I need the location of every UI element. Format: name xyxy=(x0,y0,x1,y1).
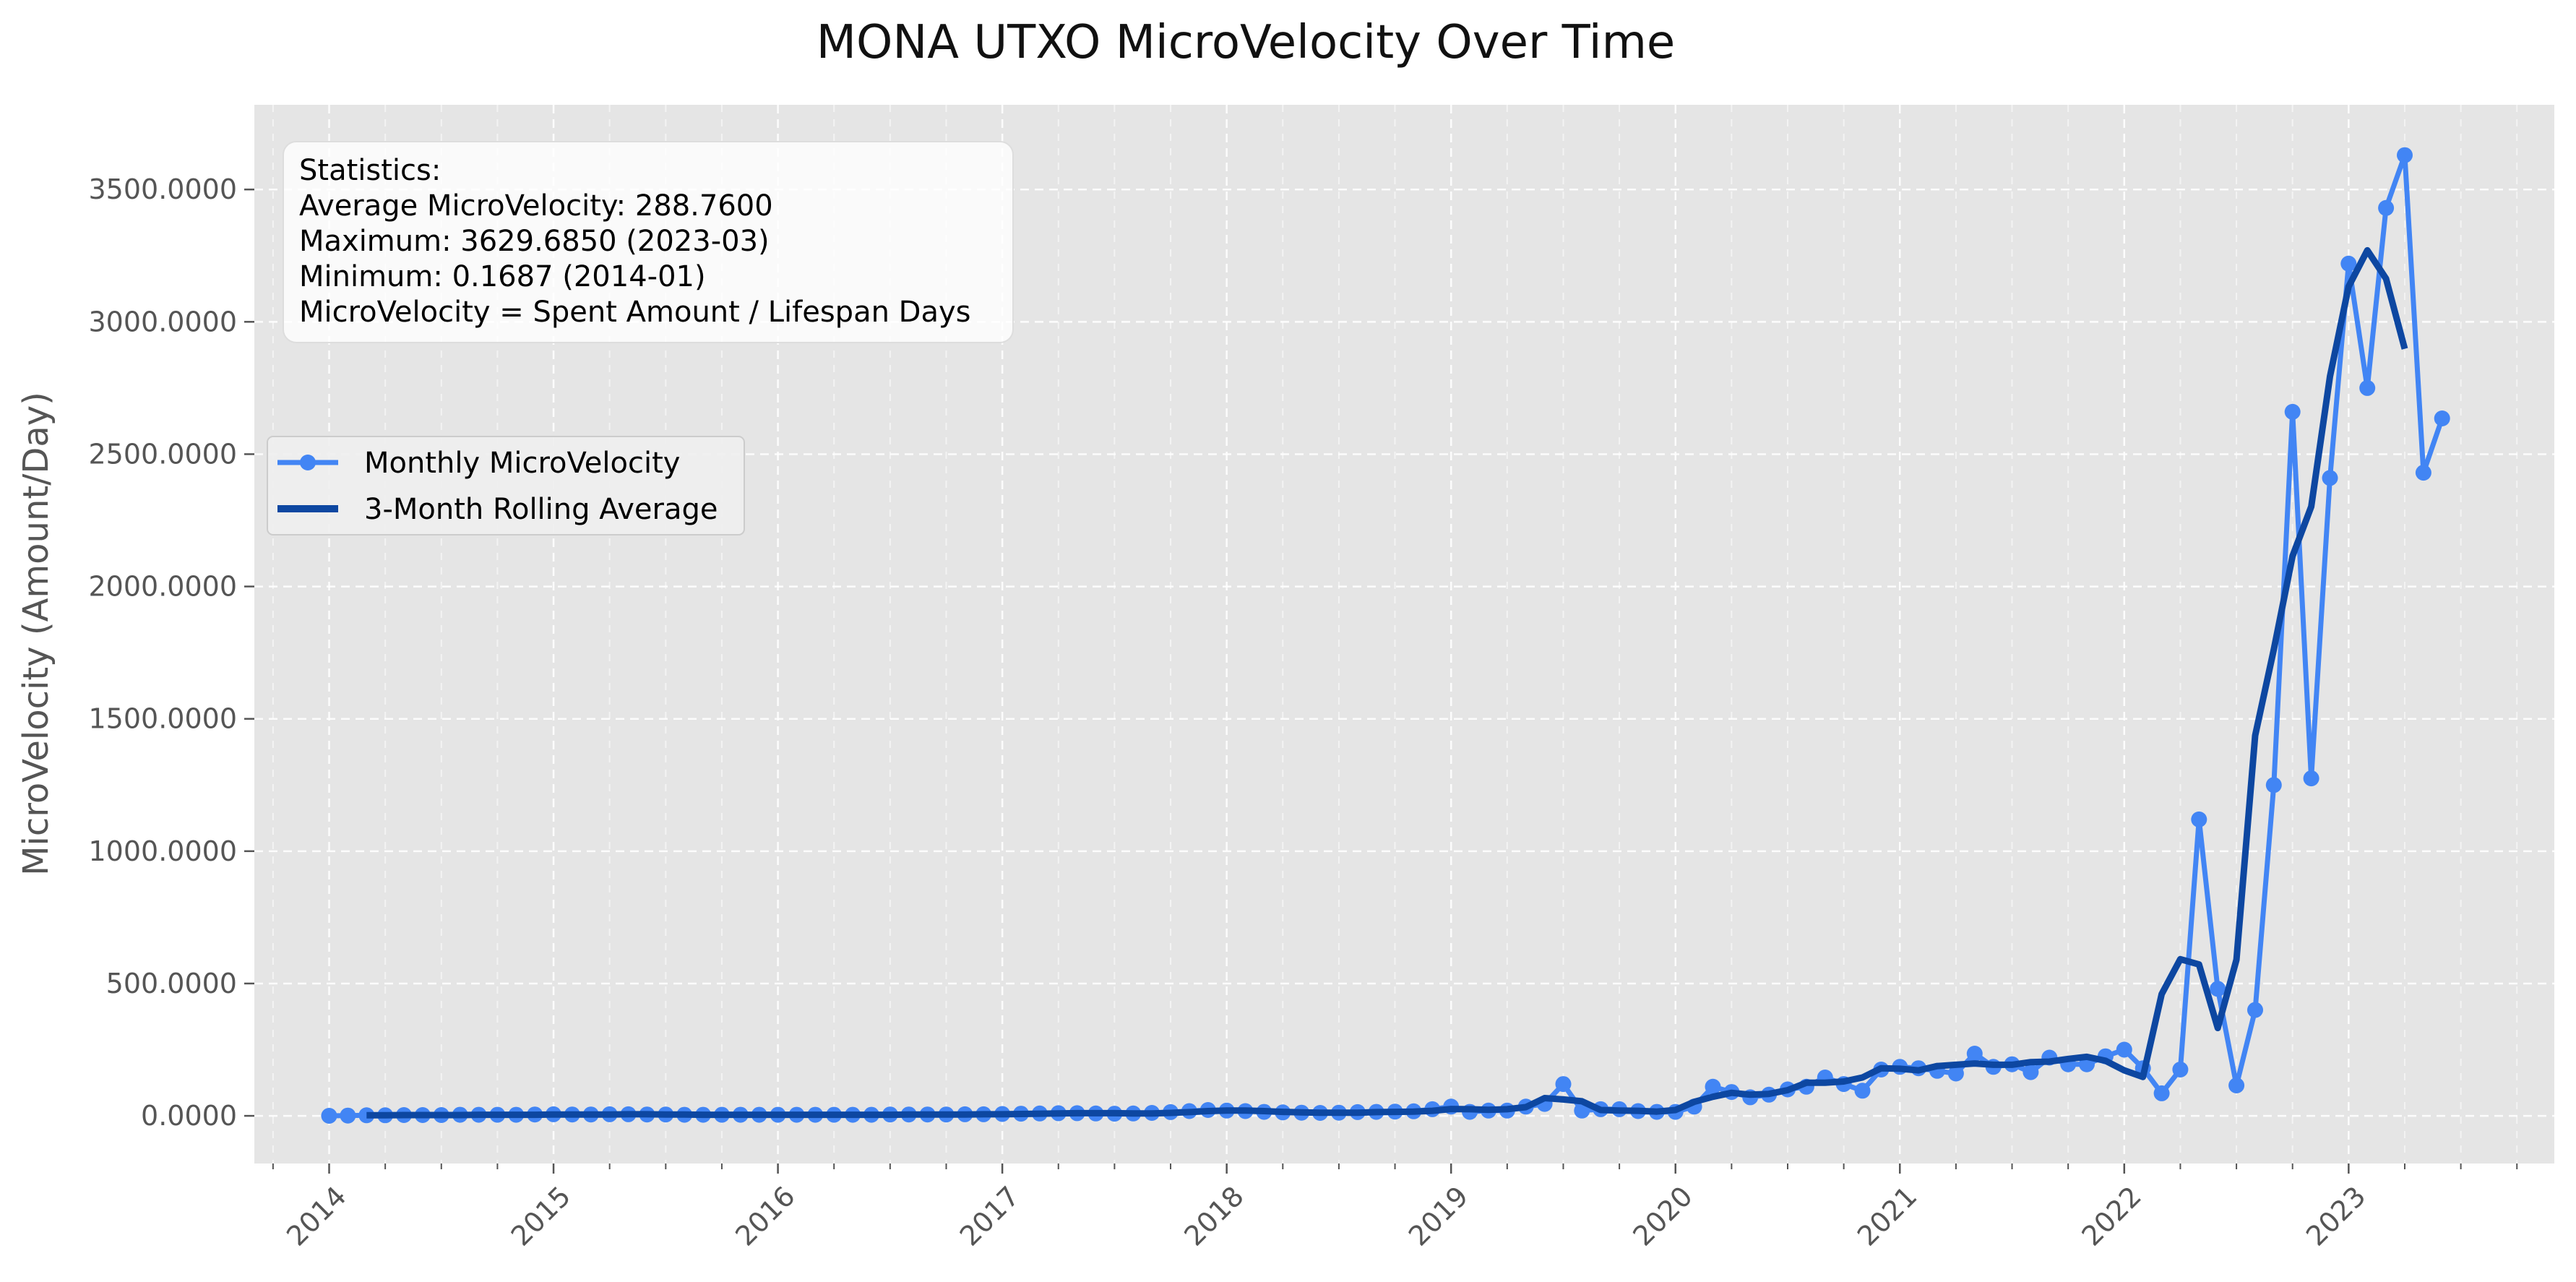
data-point-monthly xyxy=(2265,777,2282,793)
data-point-monthly xyxy=(2023,1064,2039,1080)
series-layer xyxy=(321,147,2450,1124)
data-point-monthly xyxy=(2322,470,2338,486)
data-point-monthly xyxy=(2153,1085,2170,1101)
statistics-text: Statistics: Average MicroVelocity: 288.76… xyxy=(299,154,970,329)
data-point-monthly xyxy=(1705,1078,1721,1095)
legend-monthly-swatch-marker xyxy=(300,455,316,470)
legend-background xyxy=(267,436,745,535)
y-tick-label: 0.0000 xyxy=(141,1100,237,1132)
data-point-monthly xyxy=(2340,255,2357,272)
y-tick-label: 500.0000 xyxy=(106,968,237,999)
data-point-monthly xyxy=(2434,410,2450,426)
statistics-box-background xyxy=(283,141,1014,343)
statistics-line: Statistics: xyxy=(299,154,441,187)
data-point-monthly xyxy=(2415,465,2431,481)
y-axis-label: MicroVelocity (Amount/Day) xyxy=(16,392,56,876)
y-tick-label: 1500.0000 xyxy=(89,703,238,735)
legend: Monthly MicroVelocity 3-Month Rolling Av… xyxy=(267,436,745,535)
data-point-monthly xyxy=(2378,199,2395,216)
statistics-line: Minimum: 0.1687 (2014-01) xyxy=(299,260,706,293)
statistics-line: MicroVelocity = Spent Amount / Lifespan … xyxy=(299,296,970,329)
data-point-monthly xyxy=(2359,379,2376,396)
data-point-monthly xyxy=(1966,1046,1983,1062)
data-point-monthly xyxy=(2116,1041,2132,1058)
data-point-monthly xyxy=(2210,981,2226,997)
statistics-line: Average MicroVelocity: 288.7600 xyxy=(299,189,773,223)
data-point-monthly xyxy=(2247,1002,2263,1018)
legend-monthly-label: Monthly MicroVelocity xyxy=(364,447,680,480)
y-tick-label: 3000.0000 xyxy=(89,306,238,337)
data-point-monthly xyxy=(340,1107,356,1124)
data-point-monthly xyxy=(2303,770,2319,787)
data-point-monthly xyxy=(1947,1065,1964,1082)
y-tick-label: 2500.0000 xyxy=(89,438,238,470)
y-tick-label: 3500.0000 xyxy=(89,173,238,205)
data-point-monthly xyxy=(1555,1076,1572,1093)
data-point-monthly xyxy=(1854,1083,1871,1099)
data-point-monthly xyxy=(2397,147,2413,163)
data-point-monthly xyxy=(2284,403,2301,420)
statistics-box: Statistics: Average MicroVelocity: 288.76… xyxy=(283,141,1014,343)
data-point-monthly xyxy=(2228,1077,2245,1093)
chart-title: MONA UTXO MicroVelocity Over Time xyxy=(817,16,1676,69)
series-line-rolling-average xyxy=(366,246,2408,1119)
statistics-line: Maximum: 3629.6850 (2023-03) xyxy=(299,225,770,258)
data-point-monthly xyxy=(321,1108,337,1124)
y-tick-label: 2000.0000 xyxy=(89,571,238,603)
legend-rolling-label: 3-Month Rolling Average xyxy=(364,493,718,526)
data-point-monthly xyxy=(2191,811,2207,827)
data-point-monthly xyxy=(2172,1062,2189,1077)
y-tick-label: 1000.0000 xyxy=(89,835,238,867)
